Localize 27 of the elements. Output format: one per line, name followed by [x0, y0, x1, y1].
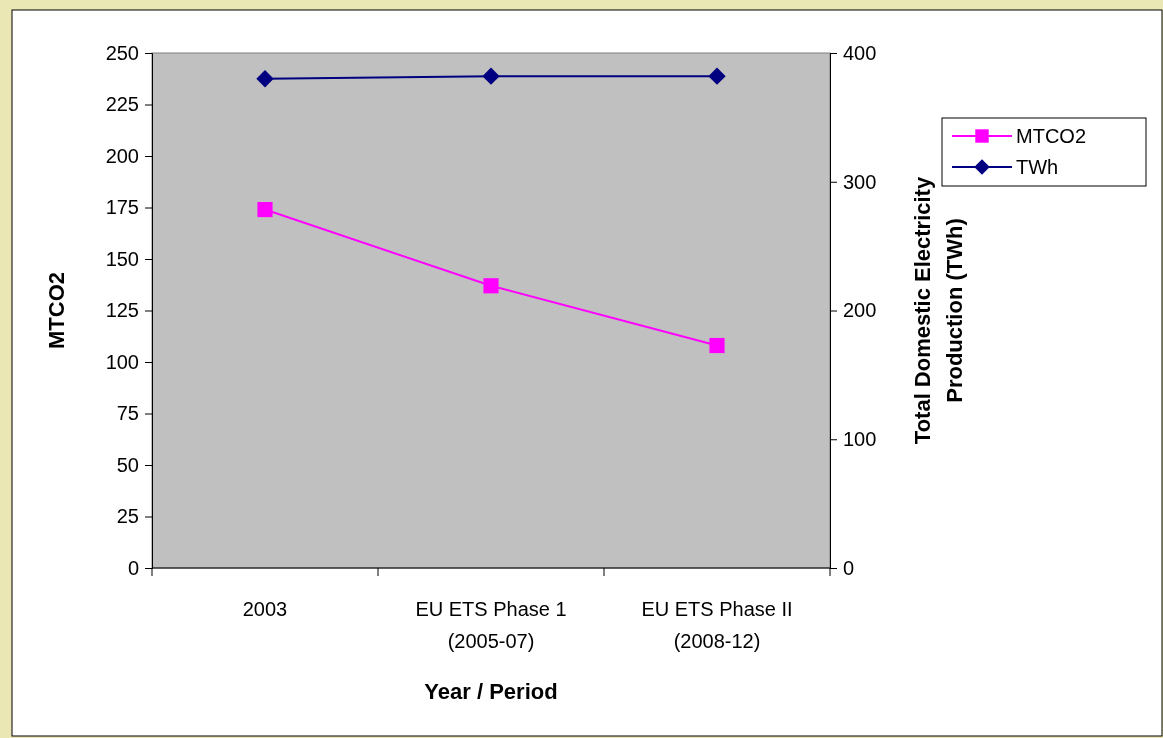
- legend-label: MTCO2: [1016, 125, 1086, 147]
- y2-tick-label: 300: [843, 170, 877, 193]
- y2-tick-label: 400: [843, 41, 877, 64]
- legend-label: TWh: [1016, 156, 1059, 178]
- y-axis-title: MTCO2: [44, 272, 69, 349]
- x-tick-label: EU ETS Phase II (2008-12): [641, 598, 793, 652]
- y-tick-label: 125: [105, 299, 139, 322]
- y-tick-label: 175: [105, 196, 139, 219]
- point: [709, 337, 725, 354]
- y-tick-label: 100: [105, 350, 139, 373]
- y-tick-label: 150: [105, 247, 139, 270]
- point: [257, 201, 273, 218]
- x-axis-title: Year / Period: [424, 679, 558, 704]
- y-tick-label: 50: [116, 453, 139, 476]
- point: [483, 278, 499, 294]
- y-tick-label: 225: [105, 93, 139, 116]
- y-tick-label: 250: [105, 41, 139, 64]
- y2-axis-title: Total Domestic Electricity Production (TWh): [910, 176, 967, 445]
- x-tick-label: 2003: [242, 598, 288, 620]
- y-tick-label: 75: [116, 402, 139, 425]
- y2-tick-label: 100: [843, 428, 877, 451]
- x-tick-label: EU ETS Phase 1 (2005-07): [415, 598, 567, 652]
- y-tick-label: 25: [116, 505, 139, 528]
- y2-tick-label: 0: [843, 556, 855, 579]
- y-tick-label: 200: [105, 144, 139, 167]
- y-tick-label: 0: [127, 556, 139, 579]
- y2-tick-label: 200: [843, 299, 877, 322]
